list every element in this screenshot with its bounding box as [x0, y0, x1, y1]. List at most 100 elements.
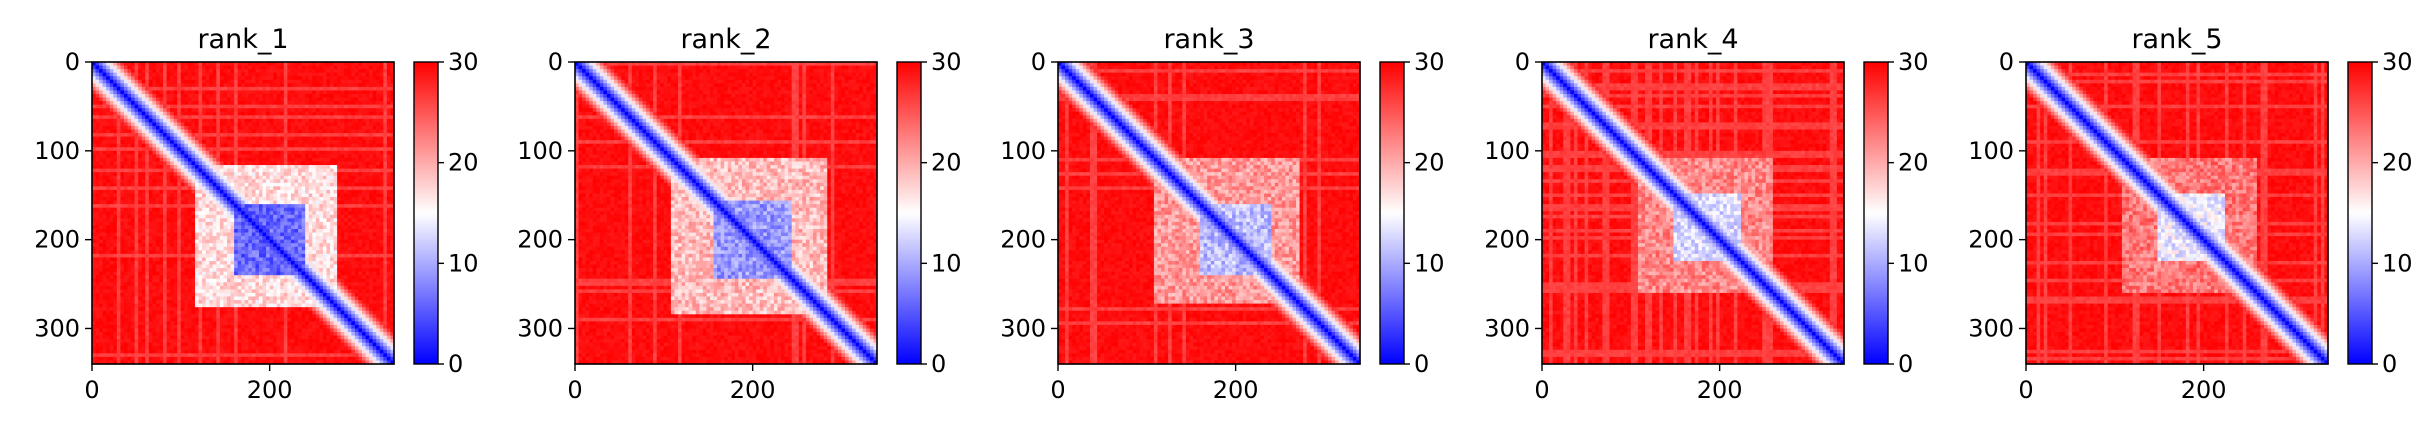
- heatmap-cell: [135, 328, 139, 332]
- heatmap-cell: [206, 275, 210, 279]
- heatmap-cell: [170, 197, 174, 201]
- heatmap-cell: [231, 76, 235, 80]
- heatmap-cell: [280, 179, 284, 183]
- heatmap-cell: [124, 179, 128, 183]
- heatmap-cell: [298, 133, 302, 137]
- heatmap-cell: [128, 286, 132, 290]
- heatmap-cell: [216, 243, 220, 247]
- heatmap-cell: [231, 225, 235, 229]
- heatmap-cell: [241, 321, 245, 325]
- heatmap-cell: [270, 296, 274, 300]
- heatmap-cell: [241, 204, 245, 208]
- heatmap-cell: [295, 83, 299, 87]
- heatmap-cell: [266, 112, 270, 116]
- heatmap-cell: [156, 126, 160, 130]
- heatmap-cell: [298, 80, 302, 84]
- heatmap-cell: [295, 176, 299, 180]
- heatmap-cell: [220, 225, 224, 229]
- heatmap-cell: [202, 83, 206, 87]
- heatmap-cell: [241, 108, 245, 112]
- heatmap-cell: [96, 279, 100, 283]
- heatmap-cell: [245, 211, 249, 215]
- heatmap-cell: [99, 80, 103, 84]
- heatmap-cell: [245, 83, 249, 87]
- heatmap-cell: [163, 268, 167, 272]
- heatmap-cell: [177, 318, 181, 322]
- heatmap-cell: [216, 257, 220, 261]
- heatmap-cell: [255, 76, 259, 80]
- heatmap-cell: [113, 211, 117, 215]
- heatmap-cell: [273, 151, 277, 155]
- heatmap-cell: [106, 229, 110, 233]
- heatmap-cell: [163, 80, 167, 84]
- heatmap-cell: [284, 172, 288, 176]
- heatmap-cell: [280, 158, 284, 162]
- heatmap-cell: [291, 147, 295, 151]
- heatmap-cell: [128, 218, 132, 222]
- heatmap-cell: [167, 105, 171, 109]
- heatmap-cell: [131, 357, 135, 361]
- heatmap-cell: [266, 144, 270, 148]
- heatmap-cell: [191, 94, 195, 98]
- heatmap-cell: [184, 69, 188, 73]
- heatmap-cell: [117, 346, 121, 350]
- heatmap-cell: [195, 169, 199, 173]
- heatmap-cell: [234, 250, 238, 254]
- heatmap-cell: [266, 243, 270, 247]
- heatmap-cell: [96, 233, 100, 237]
- heatmap-cell: [163, 172, 167, 176]
- heatmap-cell: [131, 122, 135, 126]
- heatmap-cell: [209, 73, 213, 77]
- heatmap-cell: [206, 208, 210, 212]
- heatmap-cell: [131, 311, 135, 315]
- heatmap-cell: [298, 98, 302, 102]
- heatmap-cell: [156, 183, 160, 187]
- heatmap-cell: [191, 240, 195, 244]
- heatmap-cell: [191, 83, 195, 87]
- heatmap-cell: [110, 289, 114, 293]
- heatmap-cell: [220, 257, 224, 261]
- heatmap-cell: [156, 279, 160, 283]
- heatmap-cell: [120, 311, 124, 315]
- heatmap-cell: [152, 307, 156, 311]
- heatmap-cell: [149, 296, 153, 300]
- heatmap-cell: [234, 218, 238, 222]
- heatmap-cell: [259, 204, 263, 208]
- heatmap-cell: [241, 289, 245, 293]
- heatmap-cell: [181, 254, 185, 258]
- heatmap-cell: [234, 325, 238, 329]
- heatmap-cell: [142, 147, 146, 151]
- heatmap-cell: [138, 318, 142, 322]
- heatmap-cell: [220, 353, 224, 357]
- heatmap-cell: [202, 357, 206, 361]
- heatmap-cell: [216, 144, 220, 148]
- heatmap-cell: [266, 66, 270, 70]
- heatmap-cell: [291, 190, 295, 194]
- heatmap-cell: [238, 147, 242, 151]
- heatmap-cell: [117, 197, 121, 201]
- heatmap-cell: [170, 87, 174, 91]
- heatmap-cell: [238, 293, 242, 297]
- heatmap-cell: [106, 90, 110, 94]
- heatmap-cell: [277, 240, 281, 244]
- heatmap-cell: [270, 225, 274, 229]
- heatmap-cell: [191, 119, 195, 123]
- heatmap-cell: [234, 147, 238, 151]
- heatmap-cell: [124, 147, 128, 151]
- heatmap-cell: [216, 190, 220, 194]
- heatmap-cell: [131, 140, 135, 144]
- heatmap-cell: [259, 66, 263, 70]
- heatmap-cell: [142, 193, 146, 197]
- heatmap-cell: [291, 272, 295, 276]
- heatmap-cell: [266, 279, 270, 283]
- heatmap-cell: [255, 140, 259, 144]
- heatmap-cell: [234, 353, 238, 357]
- heatmap-cell: [156, 193, 160, 197]
- heatmap-cell: [99, 90, 103, 94]
- heatmap-cell: [167, 119, 171, 123]
- heatmap-cell: [238, 144, 242, 148]
- heatmap-cell: [120, 353, 124, 357]
- heatmap-cell: [163, 98, 167, 102]
- heatmap-cell: [220, 286, 224, 290]
- heatmap-cell: [174, 233, 178, 237]
